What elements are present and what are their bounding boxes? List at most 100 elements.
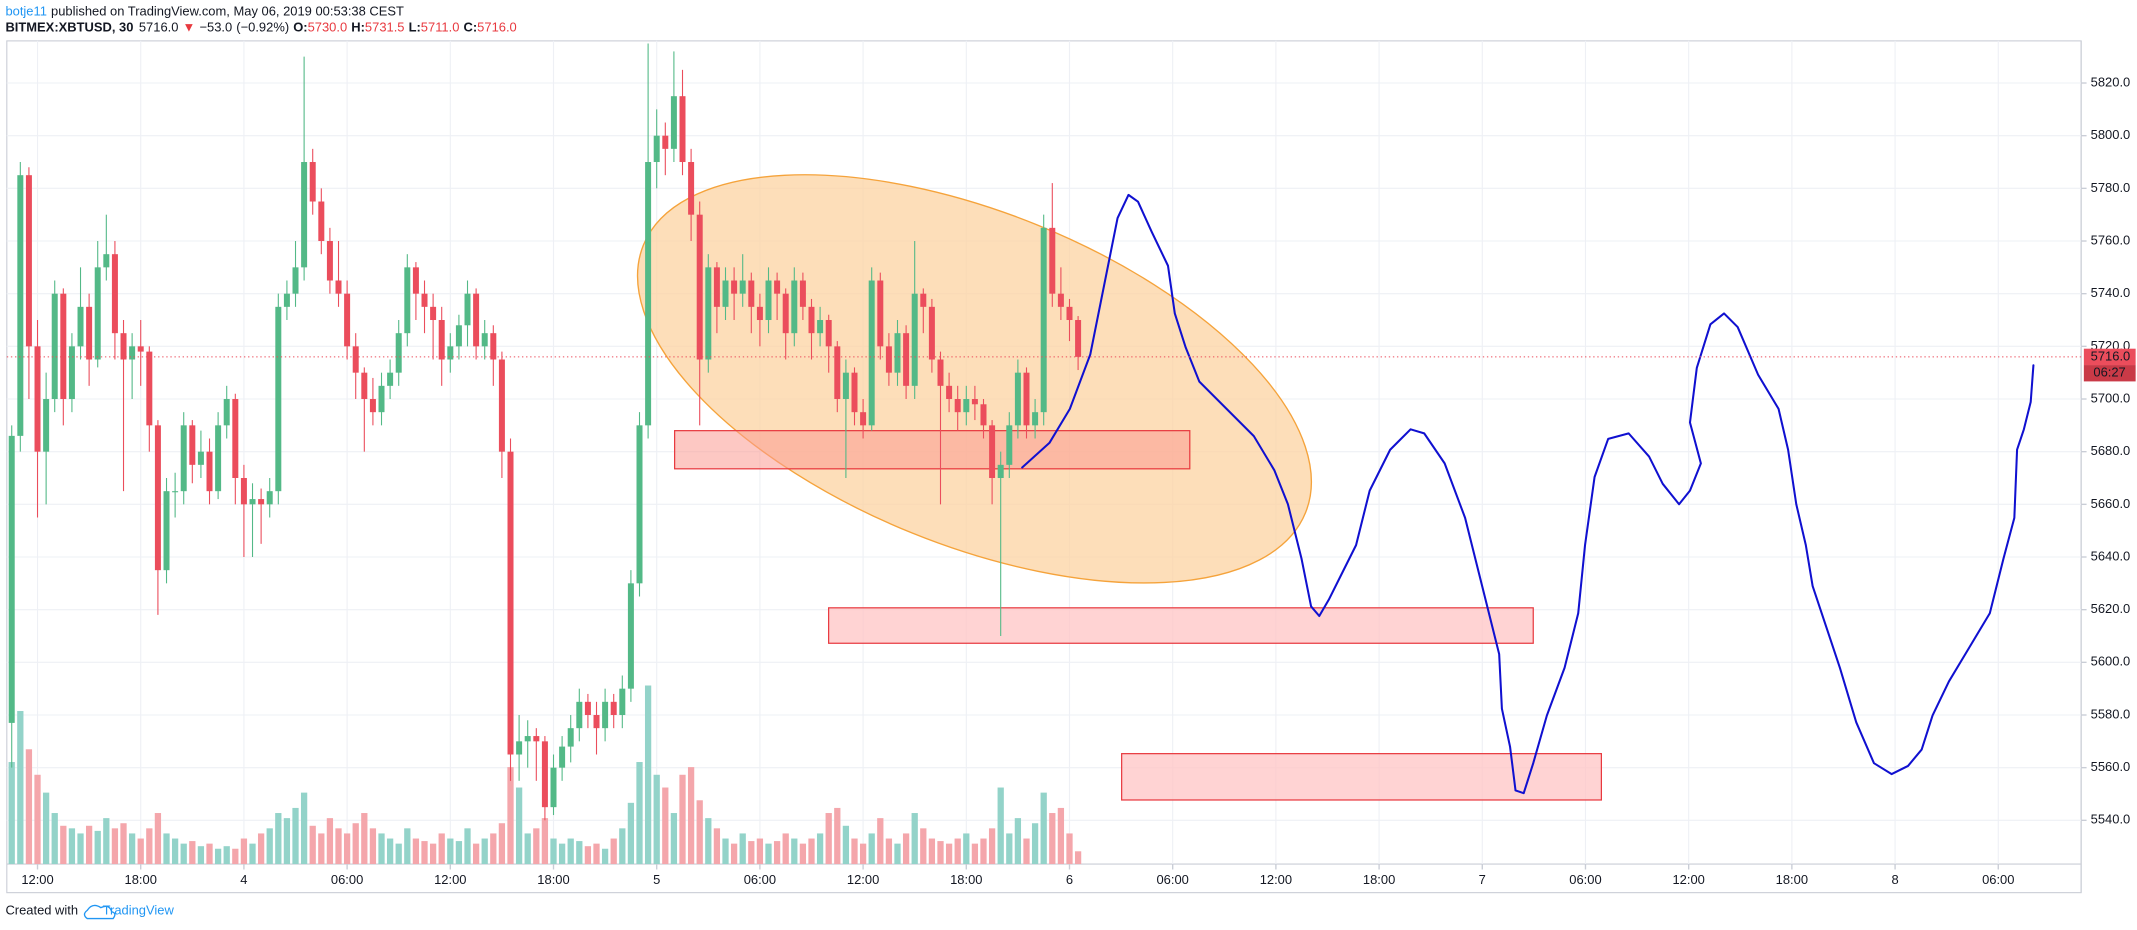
candle-body [421,293,428,307]
x-tick-label: 18:00 [125,872,157,887]
volume-bar [309,825,316,865]
candle-body [602,701,609,729]
volume-bar [877,818,884,865]
candle-body [791,280,798,334]
candle-body [352,346,359,373]
candle-body [395,333,402,373]
volume-bar [533,828,540,865]
volume-bar [1031,823,1039,865]
volume-bar [51,813,58,865]
volume-bar [773,841,781,865]
volume-bar [77,833,84,865]
footer: Created with TradingView [5,903,174,918]
candle-body [662,135,669,149]
volume-bar [988,828,996,865]
volume-bar [292,807,299,865]
candle-body [739,280,746,294]
last-price-badge [2083,348,2136,366]
x-tick-label: 12:00 [434,872,466,887]
volume-bar [601,848,609,865]
y-tick-label: 5740.0 [2091,285,2131,300]
candle-body [1006,425,1013,465]
candle-body [43,399,50,452]
candle-body [154,425,161,571]
candle-body [817,320,824,334]
candle-body [318,201,325,242]
brand[interactable]: TradingView [103,903,175,918]
candle-body [808,306,815,334]
volume-bar [42,792,50,865]
volume-bar [206,843,213,865]
candle-body [894,333,901,373]
volume-bar [490,833,497,865]
candle-body [627,583,634,689]
volume-bar [524,833,531,865]
symbol-line: BITMEX:XBTUSD, 30 5716.0 ▼ −53.0 (−0.92%) O:5… [5,20,516,35]
publish-info: published on TradingView.com, May 06, 20… [51,4,404,19]
candle-body [1023,372,1030,426]
volume-bar [722,838,729,865]
volume-bar [610,838,617,865]
candle-body [911,293,918,386]
candle-body [885,346,892,373]
candle-body [507,451,514,755]
candle-body [275,306,282,492]
candle-body [223,399,230,426]
x-tick-label: 18:00 [1363,872,1395,887]
candle-body [868,280,875,426]
volume-bar [662,787,669,865]
volume-bar [765,843,772,865]
x-tick-label: 18:00 [1776,872,1808,887]
volume-bar [782,833,789,865]
candle-body [980,404,987,426]
candle-body [387,372,394,386]
volume-bar [481,838,488,865]
volume-bar [627,802,635,865]
volume-bar [567,838,574,865]
x-tick-label: 06:00 [1156,872,1188,887]
y-tick-label: 5700.0 [2091,390,2131,405]
volume-bar [593,843,600,865]
volume-bar [1006,833,1013,865]
volume-bar [386,838,394,865]
volume-bar [180,843,187,865]
created-with: Created with [5,903,78,918]
publish-line: botje11 published on TradingView.com, May… [5,4,404,19]
y-tick-label: 5780.0 [2091,180,2131,195]
volume-bar [240,838,248,865]
y-tick-label: 5800.0 [2091,127,2131,142]
volume-bar [137,838,144,865]
y-tick-label: 5560.0 [2091,759,2131,774]
volume-bar [1066,833,1073,865]
candle-body [851,372,858,413]
volume-bar [335,828,342,865]
candle-body [877,280,884,347]
volume-bar [894,843,901,865]
author[interactable]: botje11 [5,4,47,19]
last-price: 5716.0 [139,20,179,35]
last-price-label: 5716.0 [2091,348,2131,363]
volume-bar [730,843,738,865]
volume-bar [275,813,282,865]
volume-bar [739,833,746,865]
change-pct: (−0.92%) [236,20,289,35]
candle-body [593,714,600,729]
down-arrow: ▼ [183,20,196,35]
volume-bar [352,823,359,865]
volume-bar [911,813,918,865]
candle-body [86,306,93,360]
candle-body [705,267,712,360]
volume-bar [378,833,385,865]
volume-bar [343,833,351,865]
y-tick-label: 5680.0 [2091,443,2131,458]
volume-bar [429,843,437,865]
volume-bar [189,841,196,865]
x-tick-label: 8 [1891,872,1898,887]
symbol: BITMEX:XBTUSD, 30 [5,20,133,35]
volume-bar [249,843,256,865]
volume-bar [799,843,807,865]
volume-bar [103,818,110,865]
volume-bar [154,813,162,865]
candle-body [567,728,574,747]
x-tick-label: 5 [653,872,660,887]
